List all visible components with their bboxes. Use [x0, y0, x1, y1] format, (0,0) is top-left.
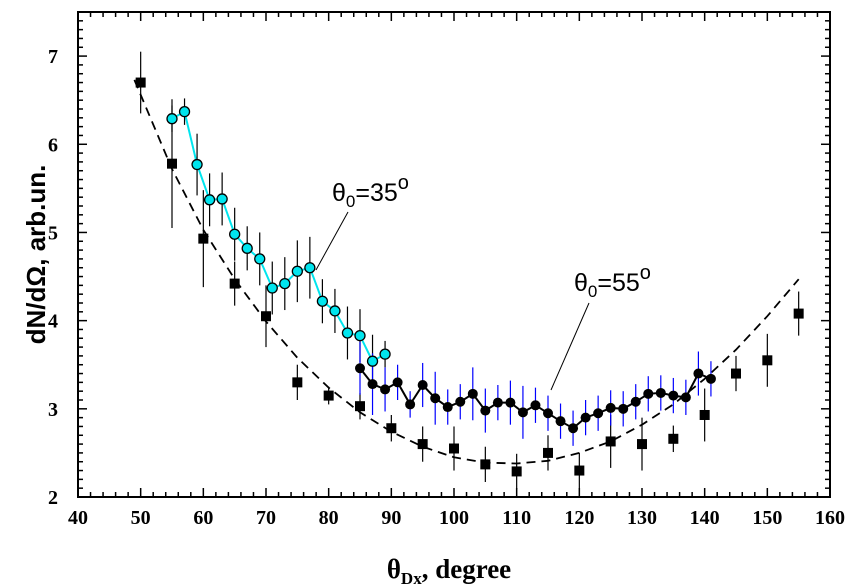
open-circle-point: [241, 242, 253, 254]
x-tick-label: 160: [815, 507, 845, 529]
y-tick-label: 5: [48, 222, 58, 244]
y-tick-label: 7: [48, 46, 58, 68]
filled-circle-point: [543, 408, 553, 419]
square-point: [135, 77, 146, 88]
x-axis-title: θDx, degree: [387, 554, 511, 587]
x-tick-label: 130: [627, 507, 657, 529]
filled-circle-point: [380, 384, 391, 395]
x-tick-label: 60: [193, 507, 213, 529]
filled-circle-point: [605, 402, 616, 413]
square-point: [198, 233, 209, 244]
filled-circle-point: [668, 390, 679, 401]
square-point: [292, 377, 303, 388]
square-point: [637, 439, 647, 450]
x-tick-label: 90: [381, 507, 401, 529]
open-circle-point: [254, 253, 266, 265]
x-tick-label: 120: [564, 507, 594, 529]
filled-circle-point: [680, 392, 691, 403]
square-point: [762, 355, 773, 366]
open-circle-point: [354, 329, 366, 342]
square-point: [167, 158, 177, 169]
filled-circle-point: [593, 408, 604, 419]
square-point: [417, 439, 428, 450]
filled-circle-point: [430, 393, 441, 404]
square-point: [668, 433, 679, 444]
open-circle-point: [203, 194, 216, 206]
open-circle-point: [191, 158, 203, 171]
open-circle-point: [216, 193, 228, 205]
filled-circle-point: [392, 377, 403, 388]
open-circle-point: [166, 113, 178, 125]
open-circle-point: [279, 277, 291, 290]
filled-circle-point: [555, 416, 566, 427]
square-point: [229, 278, 240, 289]
filled-circle-point: [580, 412, 591, 423]
square-point: [605, 436, 616, 447]
square-point: [355, 401, 365, 412]
open-circle-point: [229, 228, 241, 240]
filled-circle-point: [643, 388, 654, 399]
square-point: [511, 466, 522, 477]
open-circle-point: [291, 265, 303, 277]
y-tick-label: 3: [48, 399, 58, 421]
open-circle-point: [329, 305, 341, 317]
square-point: [386, 423, 397, 434]
fit-curve: [133, 79, 800, 465]
annotation-label: θ0=35o: [332, 172, 409, 211]
x-tick-label: 80: [319, 507, 339, 529]
square-point: [480, 459, 491, 470]
filled-circle-point: [367, 379, 378, 390]
open-circle-point: [341, 327, 354, 339]
annotation-label: θ0=55o: [574, 262, 651, 301]
x-tick-label: 40: [68, 507, 88, 529]
y-tick-label: 6: [48, 134, 58, 156]
filled-circle-point: [442, 402, 453, 413]
open-circle-point: [178, 105, 191, 118]
x-tick-label: 140: [690, 507, 720, 529]
open-circle-point: [266, 282, 278, 294]
square-point: [261, 311, 271, 322]
filled-circle-point: [480, 405, 491, 416]
filled-circle-point: [630, 396, 641, 407]
filled-circle-point: [618, 403, 629, 414]
x-tick-label: 50: [131, 507, 151, 529]
filled-circle-point: [467, 388, 478, 399]
plot-frame: [77, 11, 831, 498]
y-tick-label: 2: [48, 487, 58, 509]
square-point: [731, 368, 741, 379]
filled-circle-point: [505, 397, 516, 408]
filled-circle-point: [492, 397, 503, 408]
filled-circle-point: [568, 423, 579, 434]
x-tick-label: 110: [502, 507, 531, 529]
y-axis-title: dN/dΩ, arb.un.: [21, 165, 51, 345]
x-tick-label: 100: [439, 507, 469, 529]
filled-circle-point: [405, 399, 416, 410]
annotation-leader-line: [315, 211, 349, 271]
x-tick-label: 150: [752, 507, 782, 529]
x-tick-label: 70: [256, 507, 276, 529]
open-circle-point: [366, 355, 379, 367]
square-point: [574, 465, 585, 476]
y-tick-label: 4: [48, 311, 58, 333]
square-point: [793, 308, 804, 319]
filled-circle-point: [355, 363, 365, 374]
square-point: [543, 447, 553, 458]
filled-circle-point: [417, 380, 428, 391]
filled-circle-point: [530, 400, 541, 411]
annotation-leader-line: [550, 302, 590, 391]
filled-circle-point: [455, 396, 466, 407]
square-point: [699, 409, 710, 420]
open-circle-point: [304, 262, 316, 274]
square-point: [323, 390, 334, 401]
open-circle-point: [379, 348, 391, 360]
filled-circle-point: [517, 407, 528, 418]
filled-circle-point: [705, 373, 716, 384]
filled-circle-point: [693, 368, 704, 379]
open-circle-point: [316, 295, 329, 307]
square-point: [449, 443, 459, 454]
filled-circle-point: [655, 387, 666, 398]
